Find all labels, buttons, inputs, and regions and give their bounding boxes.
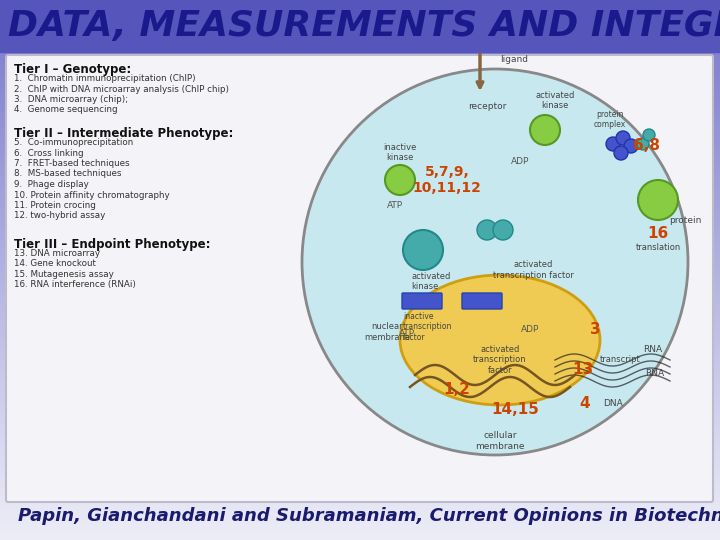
Text: 2.  ChIP with DNA microarray analysis (ChIP chip): 2. ChIP with DNA microarray analysis (Ch… — [14, 84, 229, 93]
Text: 1.  Chromatin immunoprecipitation (ChIP): 1. Chromatin immunoprecipitation (ChIP) — [14, 74, 196, 83]
Text: 14. Gene knockout: 14. Gene knockout — [14, 260, 96, 268]
Text: 3.  DNA microarray (chip);: 3. DNA microarray (chip); — [14, 95, 128, 104]
Text: translation: translation — [635, 244, 680, 253]
Text: 14,15: 14,15 — [491, 402, 539, 417]
Text: 5.  Co-immunoprecipitation: 5. Co-immunoprecipitation — [14, 138, 133, 147]
Text: 4: 4 — [580, 396, 590, 411]
Text: activated
transcription
factor: activated transcription factor — [473, 345, 527, 375]
Text: protein
complex: protein complex — [594, 110, 626, 129]
Text: RNA: RNA — [643, 346, 662, 354]
Text: DNA: DNA — [603, 400, 623, 408]
Text: ADP: ADP — [521, 326, 539, 334]
Text: inactive
transcription
factor: inactive transcription factor — [403, 312, 452, 342]
FancyBboxPatch shape — [6, 55, 713, 502]
Text: 16: 16 — [647, 226, 669, 241]
Text: ATP: ATP — [399, 329, 415, 339]
Text: activated
kinase: activated kinase — [535, 91, 575, 110]
FancyBboxPatch shape — [462, 293, 502, 309]
Text: 15. Mutagenesis assay: 15. Mutagenesis assay — [14, 270, 114, 279]
Circle shape — [637, 138, 649, 150]
Text: transcript: transcript — [600, 354, 640, 363]
Text: 11. Protein crocing: 11. Protein crocing — [14, 201, 96, 210]
FancyBboxPatch shape — [402, 293, 442, 309]
Text: activated
kinase: activated kinase — [411, 272, 451, 292]
Circle shape — [530, 115, 560, 145]
Ellipse shape — [400, 275, 600, 405]
Polygon shape — [0, 0, 720, 52]
Text: 10. Protein affinity chromatography: 10. Protein affinity chromatography — [14, 191, 170, 199]
Text: ADP: ADP — [510, 158, 529, 166]
Text: ligand: ligand — [500, 55, 528, 64]
Text: Tier III – Endpoint Phenotype:: Tier III – Endpoint Phenotype: — [14, 238, 210, 251]
Text: RNA: RNA — [645, 369, 664, 379]
Text: 13. DNA microarray: 13. DNA microarray — [14, 249, 100, 258]
Text: Tier I – Genotype:: Tier I – Genotype: — [14, 63, 131, 76]
Text: 6.  Cross linking: 6. Cross linking — [14, 148, 84, 158]
Circle shape — [302, 69, 688, 455]
Circle shape — [643, 129, 655, 141]
Text: protein: protein — [669, 216, 701, 225]
Circle shape — [385, 165, 415, 195]
Text: 12. two-hybrid assay: 12. two-hybrid assay — [14, 212, 105, 220]
Text: Papin, Gianchandani and Subramaniam, Current Opinions in Biotechnology 2004: Papin, Gianchandani and Subramaniam, Cur… — [18, 507, 720, 525]
Text: ATP: ATP — [387, 201, 403, 211]
Circle shape — [403, 230, 443, 270]
Circle shape — [616, 131, 630, 145]
Text: 13: 13 — [572, 362, 593, 377]
Text: 8.  MS-based techniques: 8. MS-based techniques — [14, 170, 122, 179]
Circle shape — [477, 220, 497, 240]
Text: 9.  Phage display: 9. Phage display — [14, 180, 89, 189]
Text: 4.  Genome sequencing: 4. Genome sequencing — [14, 105, 117, 114]
Text: nuclear
membrane: nuclear membrane — [364, 322, 410, 342]
Text: 16. RNA interference (RNAi): 16. RNA interference (RNAi) — [14, 280, 136, 289]
Circle shape — [638, 180, 678, 220]
Text: 7.  FRET-based techniques: 7. FRET-based techniques — [14, 159, 130, 168]
Circle shape — [624, 139, 638, 153]
Text: cellular
membrane: cellular membrane — [475, 431, 525, 451]
Text: 3: 3 — [590, 322, 600, 338]
Text: receptor: receptor — [468, 102, 506, 111]
Circle shape — [614, 146, 628, 160]
Text: activated
transcription factor: activated transcription factor — [492, 260, 573, 280]
Text: DATA, MEASUREMENTS AND INTEGRATION: DATA, MEASUREMENTS AND INTEGRATION — [8, 9, 720, 43]
Text: 5,7,9,
10,11,12: 5,7,9, 10,11,12 — [413, 165, 482, 195]
Text: inactive
kinase: inactive kinase — [383, 143, 417, 162]
Circle shape — [493, 220, 513, 240]
Text: 1,2: 1,2 — [444, 382, 470, 397]
Text: 6,8: 6,8 — [634, 138, 660, 153]
Text: Tier II – Intermediate Phenotype:: Tier II – Intermediate Phenotype: — [14, 127, 233, 140]
Circle shape — [606, 137, 620, 151]
